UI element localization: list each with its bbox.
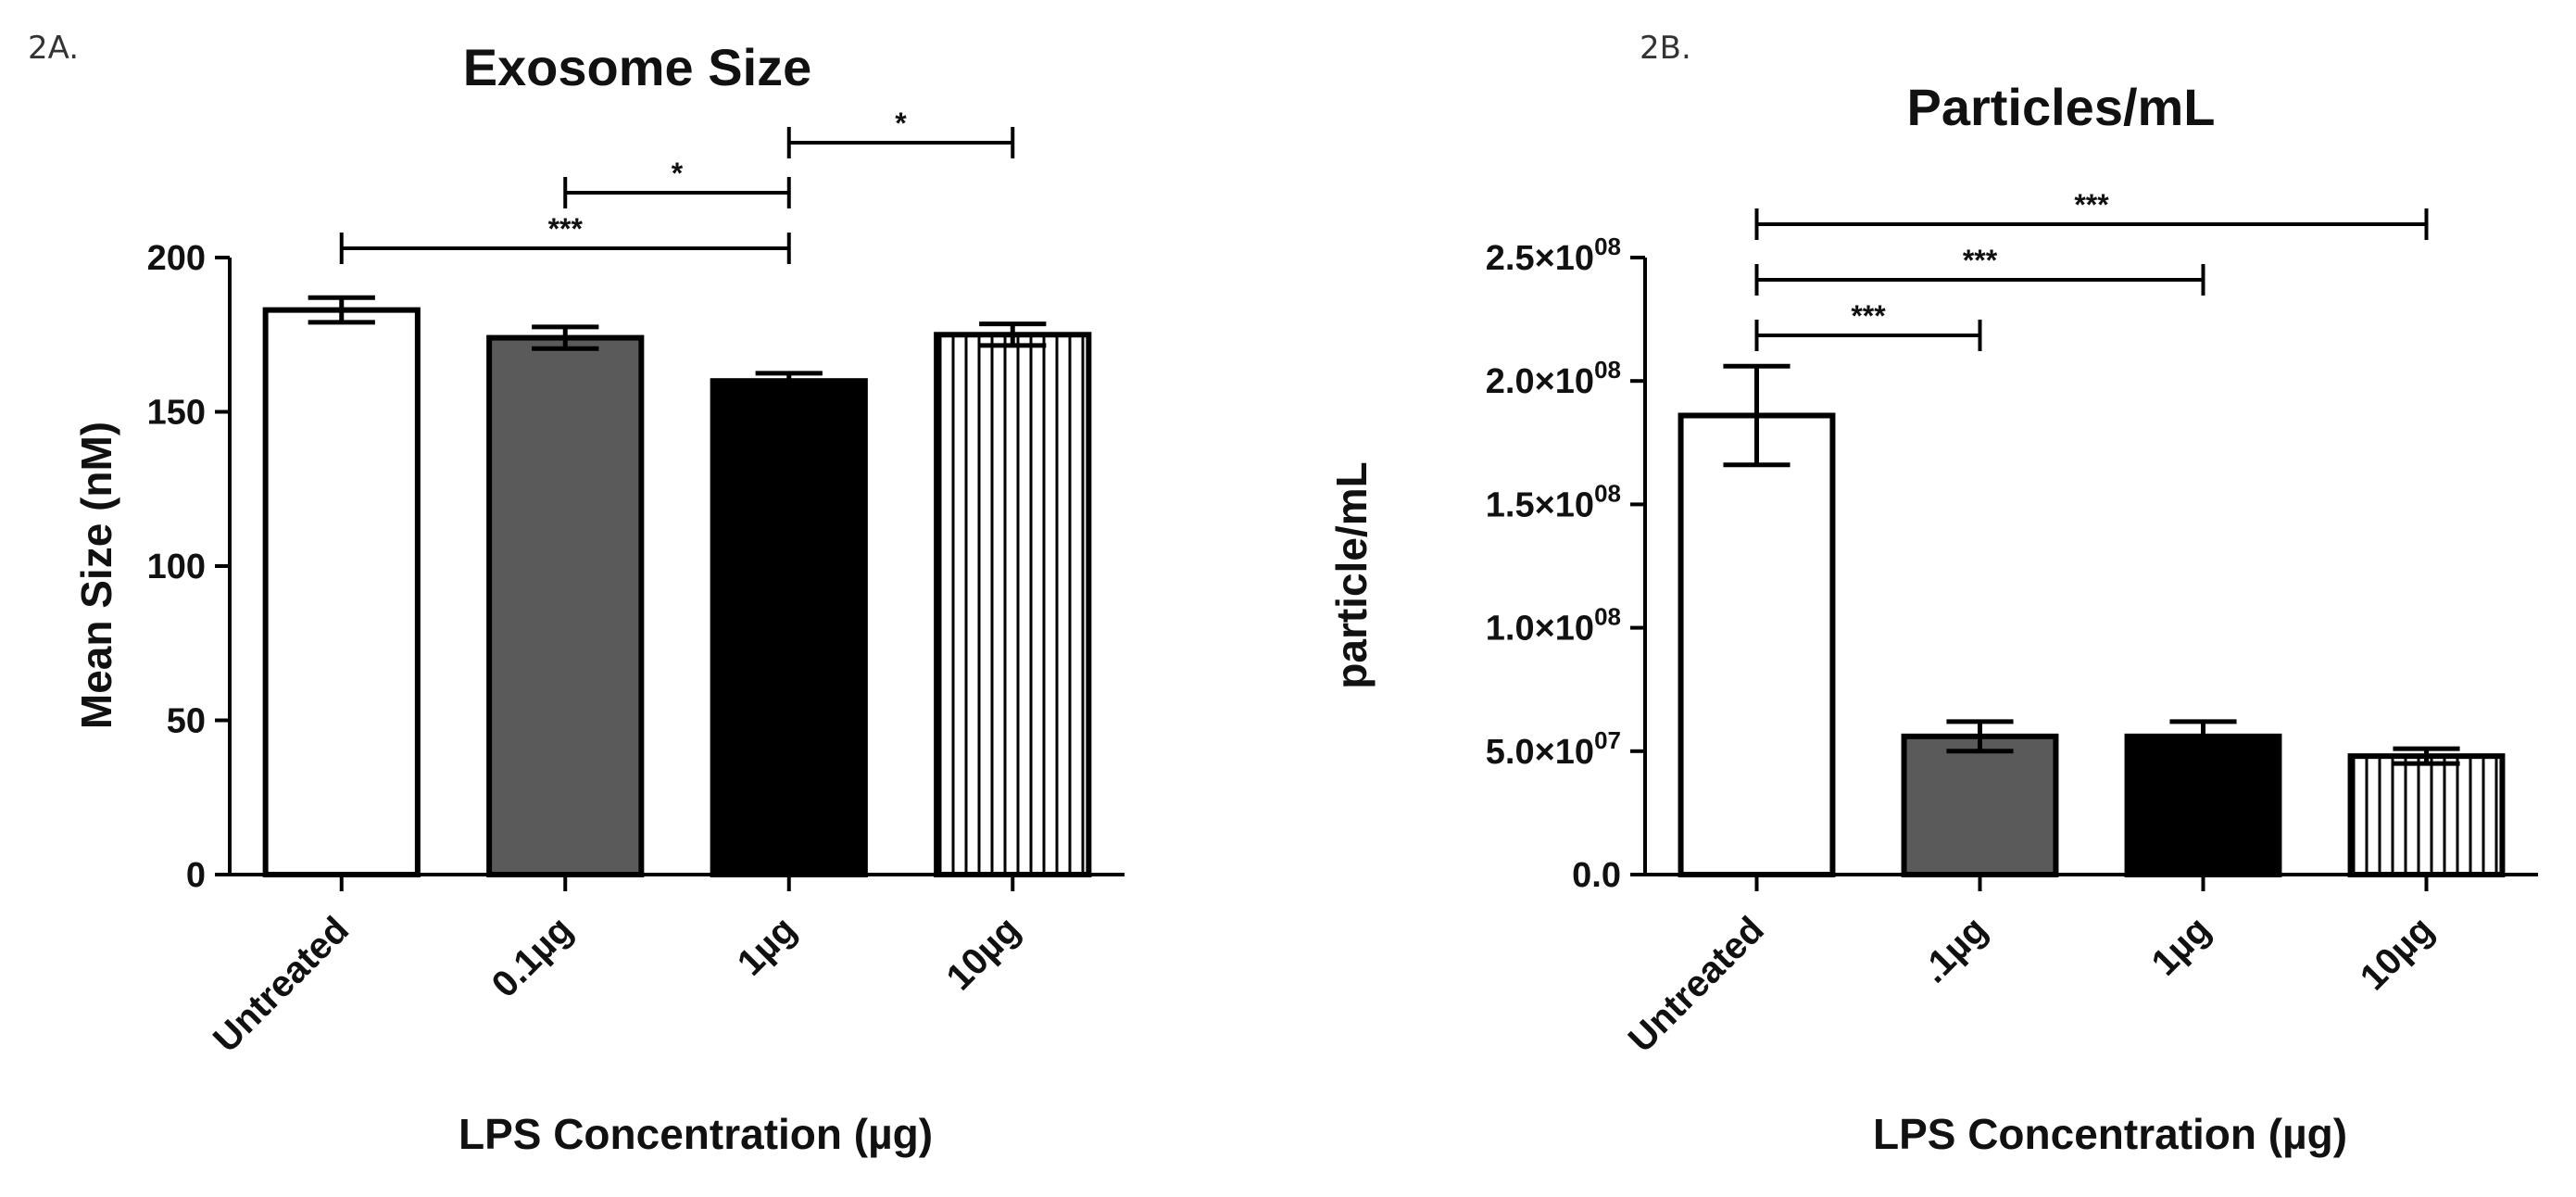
- x-axis-title: LPS Concentration (µg): [459, 1110, 933, 1158]
- panel-label-2b: 2B.: [1640, 30, 1691, 67]
- x-axis-title: LPS Concentration (µg): [1873, 1110, 2347, 1158]
- y-tick-mantissa: 1.5×10: [1486, 485, 1594, 524]
- bar: [2347, 753, 2506, 877]
- y-tick-exponent: 08: [1594, 233, 1621, 260]
- bar: [2124, 733, 2282, 877]
- y-tick-mantissa: 2.5×10: [1486, 239, 1594, 278]
- x-tick-label: 0.1µg: [484, 909, 581, 1005]
- panel-label-2a: 2A.: [28, 30, 80, 67]
- y-axis-title: particle/mL: [1327, 461, 1376, 688]
- significance-label: ***: [2074, 188, 2109, 221]
- chart-particles-per-ml: Particles/mL0.05.0×10071.0×10081.5×10082…: [1327, 78, 2538, 1158]
- bar: [1901, 733, 2059, 877]
- y-tick-mantissa: 2.0×10: [1486, 362, 1594, 401]
- y-tick-mantissa: 5.0×10: [1486, 733, 1594, 772]
- bar: [710, 378, 868, 877]
- y-tick-label: 2.5×1008: [1486, 233, 1621, 278]
- y-axis-title: Mean Size (nM): [72, 422, 120, 729]
- y-tick-label: 1.5×1008: [1486, 479, 1621, 524]
- chart-exosome-size: Exosome Size 0 50 100 150 200 Untreated 0.1µg 1µ…: [72, 38, 1125, 1158]
- y-tick-exponent: 08: [1594, 603, 1621, 631]
- x-tick-label: .1µg: [1914, 909, 1995, 990]
- y-tick-mantissa: 1.0×10: [1486, 610, 1594, 649]
- x-tick-label: Untreated: [1621, 909, 1772, 1060]
- x-tick-label: Untreated: [206, 909, 357, 1060]
- y-tick-label: 1.0×1008: [1486, 603, 1621, 649]
- x-tick-label: 1µg: [730, 909, 804, 983]
- bar: [486, 334, 645, 877]
- bar: [1678, 412, 1836, 877]
- y-tick-label: 50: [167, 702, 206, 741]
- y-tick-label: 200: [147, 239, 206, 278]
- significance-label: *: [672, 157, 684, 190]
- y-tick-label: 0.0: [1572, 856, 1621, 895]
- x-tick-label: 10µg: [938, 909, 1027, 998]
- significance-label: ***: [548, 212, 584, 246]
- significance-label: ***: [1963, 244, 1998, 277]
- x-tick-label: 10µg: [2353, 909, 2442, 998]
- y-tick-exponent: 08: [1594, 479, 1621, 507]
- y-tick-exponent: 08: [1594, 356, 1621, 384]
- x-tick-label: 1µg: [2143, 909, 2218, 983]
- y-tick-label: 100: [147, 548, 206, 586]
- y-tick-label: 0: [186, 856, 206, 895]
- significance-label: *: [895, 107, 907, 140]
- bar: [262, 307, 421, 877]
- y-tick-label: 5.0×1007: [1486, 726, 1621, 772]
- y-tick-label: 150: [147, 394, 206, 433]
- significance-label: ***: [1851, 299, 1886, 333]
- y-tick-label: 2.0×1008: [1486, 356, 1621, 401]
- chart-title: Exosome Size: [463, 38, 812, 96]
- y-tick-exponent: 07: [1594, 726, 1621, 754]
- bar: [934, 332, 1092, 877]
- chart-title: Particles/mL: [1906, 78, 2215, 136]
